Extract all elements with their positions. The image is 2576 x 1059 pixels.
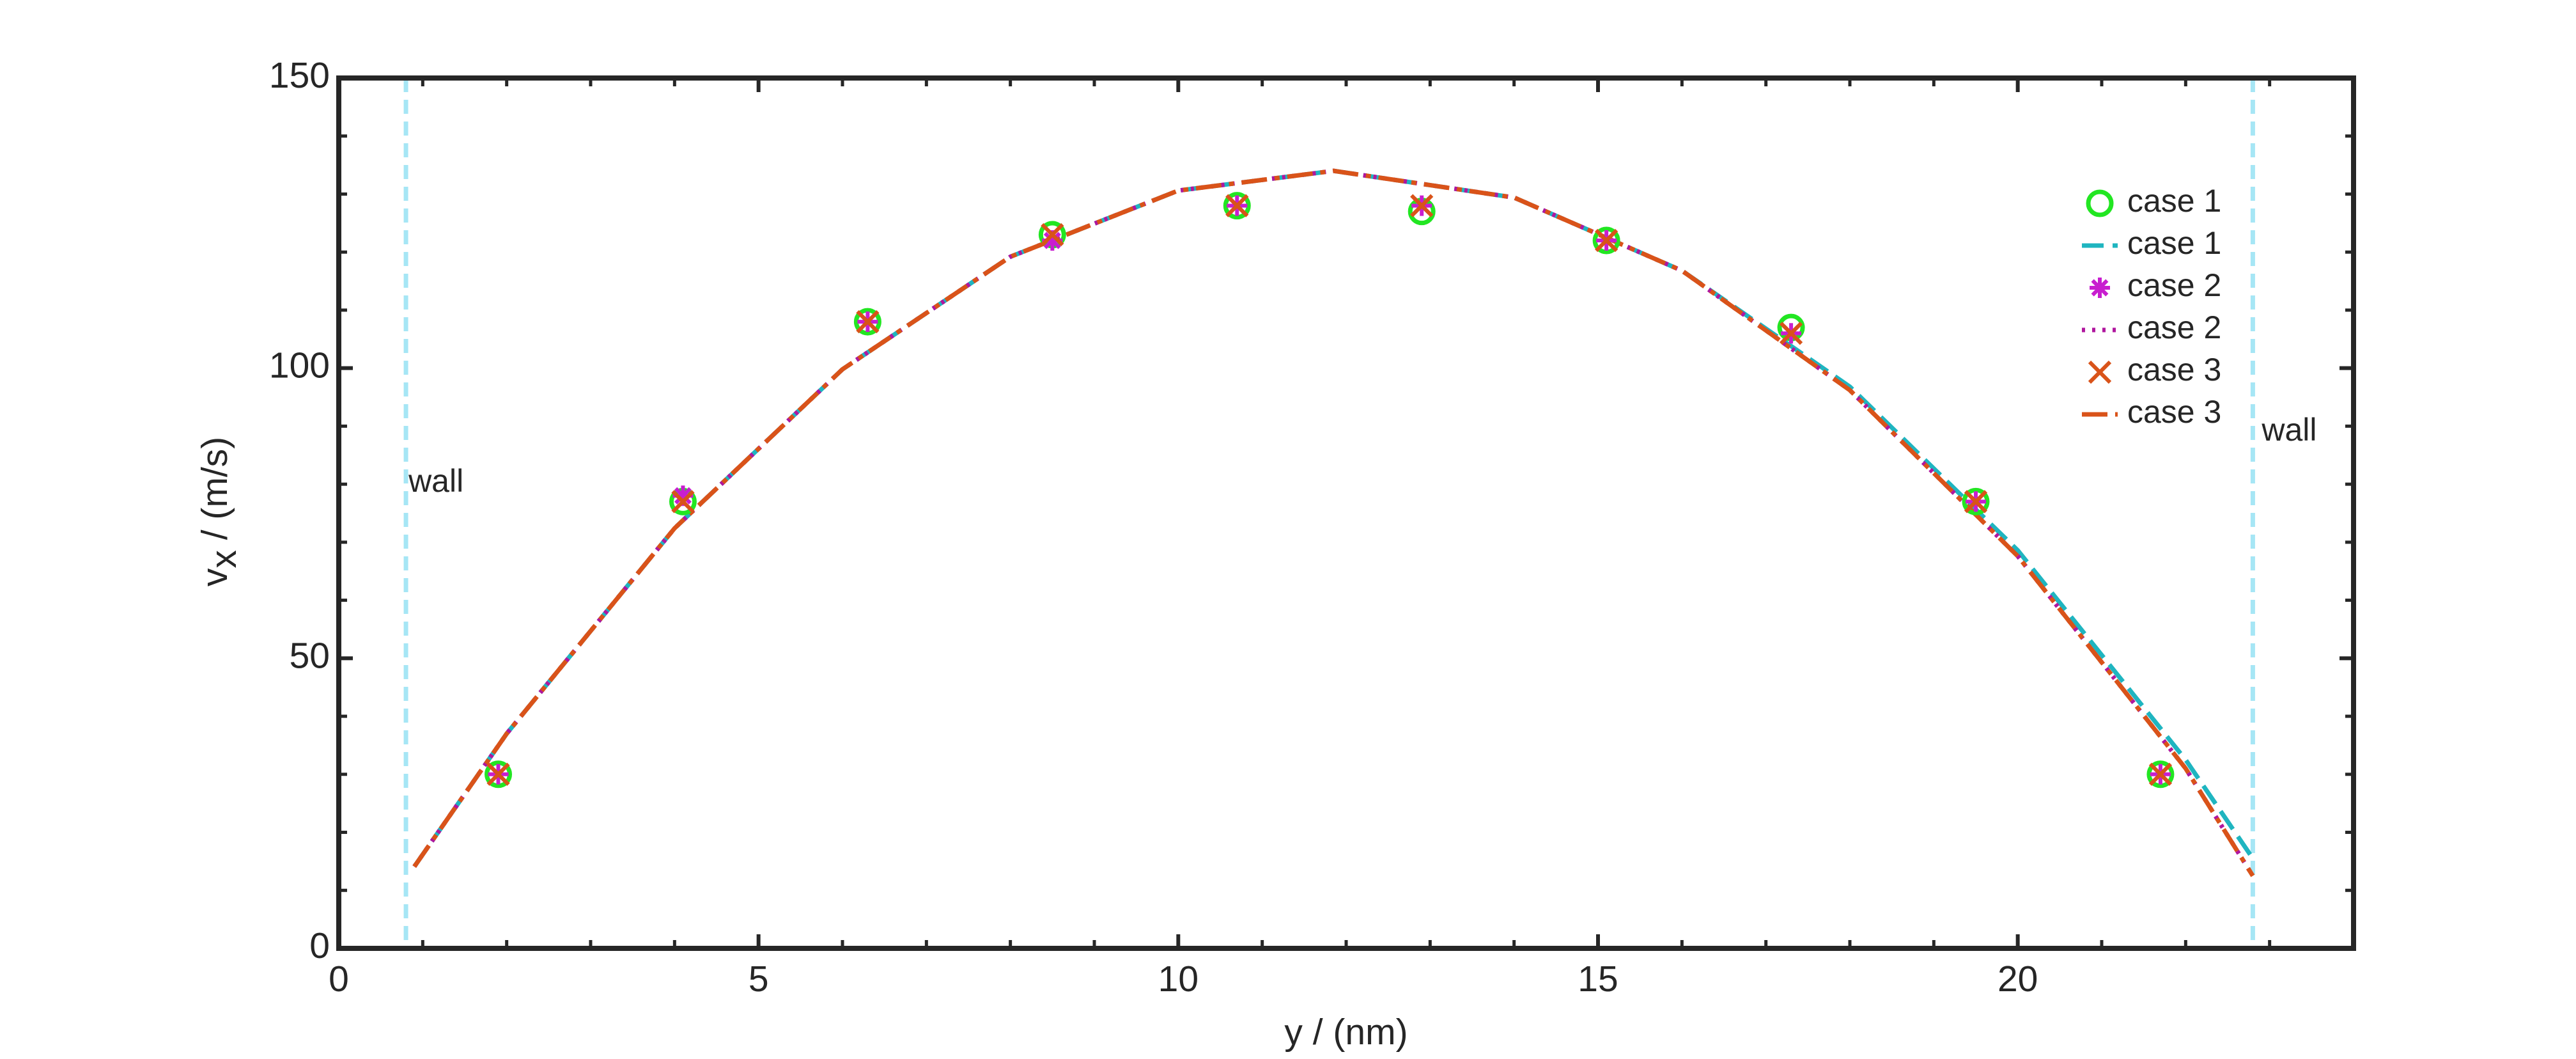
- marker: [671, 490, 695, 514]
- marker-circle: [853, 308, 881, 336]
- x-tick-label: 0: [329, 959, 349, 1000]
- y-axis-label-unit: / (m/s): [194, 437, 235, 550]
- marker-stroke: [1410, 194, 1434, 217]
- legend-label: case 3: [2127, 352, 2221, 388]
- marker: [1410, 194, 1434, 217]
- marker: [853, 308, 881, 336]
- marker-circle: [2146, 760, 2175, 788]
- marker: [486, 762, 510, 786]
- marker: [1592, 226, 1620, 255]
- marker-circle: [1592, 226, 1620, 255]
- marker-stroke: [1225, 194, 1249, 217]
- marker: [1041, 223, 1064, 247]
- marker: [1595, 228, 1618, 253]
- marker: [1964, 490, 1988, 514]
- y-tick-label: 100: [269, 345, 330, 386]
- x-tick-label: 15: [1578, 959, 1618, 1000]
- y-tick-label: 50: [290, 635, 330, 676]
- marker: [485, 760, 513, 788]
- marker: [2146, 760, 2175, 788]
- marker-stroke: [2091, 279, 2109, 297]
- marker: [1779, 322, 1803, 345]
- plot-frame: [336, 75, 2356, 951]
- marker-stroke: [1779, 322, 1803, 345]
- marker-stroke: [1964, 490, 1988, 514]
- marker: [2088, 360, 2112, 384]
- marker: [1225, 194, 1249, 217]
- x-tick-label: 20: [1998, 959, 2038, 1000]
- marker-stroke: [856, 310, 880, 334]
- marker-stroke: [486, 762, 510, 786]
- marker-stroke: [1043, 231, 1061, 249]
- marker-stroke: [1595, 228, 1618, 253]
- series-line: [412, 168, 2255, 877]
- x-tick-label: 5: [749, 959, 769, 1000]
- series-line: [412, 168, 2255, 877]
- y-tick-label: 0: [309, 925, 330, 966]
- legend-label: case 2: [2127, 310, 2221, 345]
- y-axis-label-main: v: [194, 568, 235, 586]
- marker-stroke: [2088, 360, 2112, 384]
- marker: [2090, 278, 2110, 298]
- marker: [1962, 487, 1990, 515]
- marker-stroke: [2148, 762, 2173, 786]
- marker-circle: [485, 760, 513, 788]
- legend-label: case 3: [2127, 394, 2221, 430]
- marker-circle: [1223, 192, 1251, 220]
- marker-stroke: [671, 490, 695, 514]
- wall-label: wall: [2261, 412, 2316, 448]
- legend-label: case 2: [2127, 267, 2221, 303]
- legend-label: case 1: [2127, 183, 2221, 219]
- y-tick-label: 150: [269, 55, 330, 96]
- x-tick-label: 10: [1158, 959, 1199, 1000]
- marker: [1223, 192, 1251, 220]
- x-axis-label: y / (nm): [1284, 1012, 1408, 1053]
- legend-label: case 1: [2127, 225, 2221, 261]
- marker: [2086, 189, 2114, 217]
- marker-circle: [2086, 189, 2114, 217]
- marker: [2148, 762, 2173, 786]
- marker-stroke: [1041, 223, 1064, 247]
- wall-label: wall: [408, 463, 463, 499]
- marker: [856, 310, 880, 334]
- y-axis-label-sub: x: [203, 550, 244, 569]
- marker-circle: [1962, 487, 1990, 515]
- y-axis-label: vx / (m/s): [194, 437, 244, 586]
- marker-stroke: [674, 487, 692, 505]
